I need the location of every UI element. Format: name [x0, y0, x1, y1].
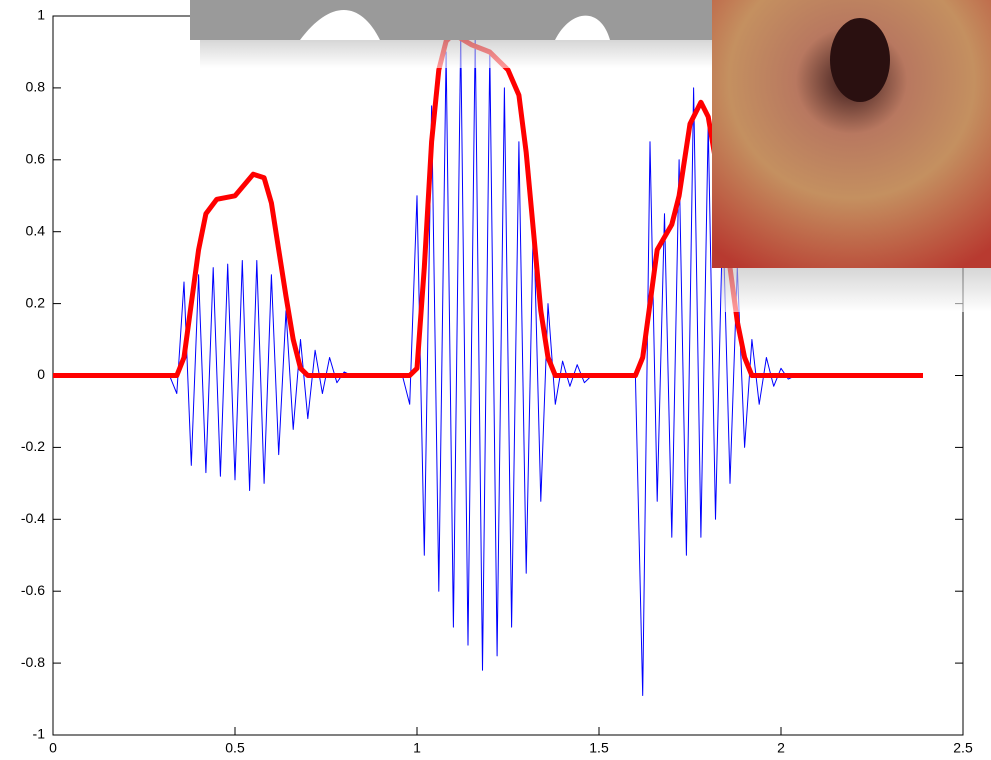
y-tick-label: 1 [37, 7, 45, 23]
y-tick-label: 0.8 [26, 79, 46, 95]
y-tick-label: -0.2 [21, 438, 45, 454]
y-tick-label: -0.6 [21, 582, 45, 598]
image-shadow [722, 268, 991, 312]
y-tick-label: 0.2 [26, 294, 46, 310]
y-tick-label: -0.4 [21, 510, 45, 526]
y-tick-label: -1 [33, 726, 46, 742]
x-tick-label: 1 [413, 740, 421, 756]
x-tick-label: 0 [49, 740, 57, 756]
y-tick-label: 0 [37, 366, 45, 382]
x-tick-label: 2 [777, 740, 785, 756]
y-tick-label: -0.8 [21, 654, 45, 670]
gray-image [190, 0, 790, 40]
chart: -1 -0.8 -0.6 -0.4 -0.2 0 0.2 0.4 0.6 0.8 1 0 0.5 1 1.5… [0, 0, 991, 760]
x-tick-label: 0.5 [225, 740, 245, 756]
y-tick-label: 0.6 [26, 151, 46, 167]
y-tick-label: 0.4 [26, 222, 46, 238]
photo-mouth [830, 18, 890, 102]
image-shadow [200, 40, 800, 68]
x-tick-label: 2.5 [953, 740, 973, 756]
x-tick-label: 1.5 [589, 740, 609, 756]
